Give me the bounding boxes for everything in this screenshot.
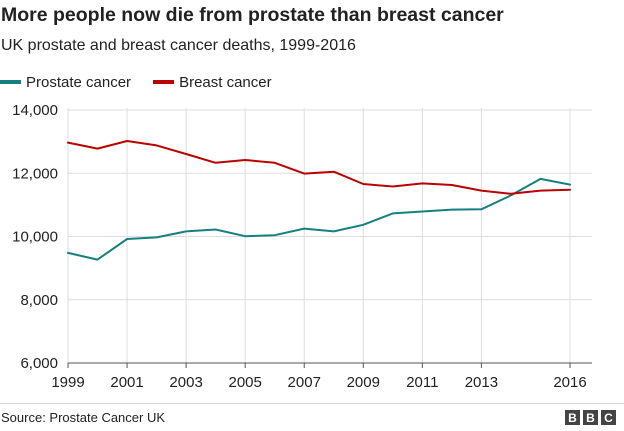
x-tick-label: 2003 [169, 374, 202, 391]
footer-divider [0, 403, 624, 404]
legend-label-breast: Breast cancer [179, 73, 272, 91]
x-tick-label: 2011 [406, 374, 438, 391]
source-note: Source: Prostate Cancer UK [1, 410, 166, 425]
x-tick-label: 2013 [465, 374, 498, 391]
x-axis-labels: 1999 2001 2003 2005 2007 2009 2011 2013 2016 [51, 374, 586, 391]
bbc-logo: B B C [565, 410, 616, 425]
bbc-logo-letter: B [583, 410, 598, 425]
legend-swatch-prostate [0, 80, 21, 84]
chart-subtitle: UK prostate and breast cancer deaths, 19… [1, 37, 356, 54]
gridlines [67, 108, 592, 363]
y-tick-label: 12,000 [12, 165, 58, 182]
x-tick-label: 2016 [553, 374, 586, 391]
line-chart: 6,000 8,000 10,000 12,000 14,000 1999 2001 200… [12, 102, 592, 391]
y-tick-label: 8,000 [20, 292, 58, 309]
y-tick-label: 14,000 [12, 102, 58, 119]
y-tick-label: 10,000 [12, 229, 58, 246]
x-tick-label: 2009 [347, 374, 380, 391]
chart-title: More people now die from prostate than b… [1, 4, 504, 26]
bbc-logo-letter: B [565, 410, 580, 425]
legend-item-prostate: Prostate cancer [0, 74, 131, 91]
series-line-breast [67, 140, 571, 195]
legend-label-prostate: Prostate cancer [26, 73, 132, 91]
legend-item-breast: Breast cancer [153, 74, 272, 91]
legend: Prostate cancer Breast cancer [0, 72, 294, 92]
series-lines [67, 140, 571, 261]
x-tick-label: 2001 [110, 374, 143, 391]
y-axis-labels: 6,000 8,000 10,000 12,000 14,000 [12, 102, 58, 372]
bbc-logo-letter: C [601, 410, 616, 425]
axes [67, 362, 592, 368]
x-tick-label: 1999 [51, 374, 84, 391]
legend-swatch-breast [153, 80, 175, 84]
x-tick-label: 2005 [228, 374, 261, 391]
y-tick-label: 6,000 [20, 355, 58, 372]
series-line-prostate [67, 177, 571, 261]
x-tick-label: 2007 [288, 374, 321, 391]
